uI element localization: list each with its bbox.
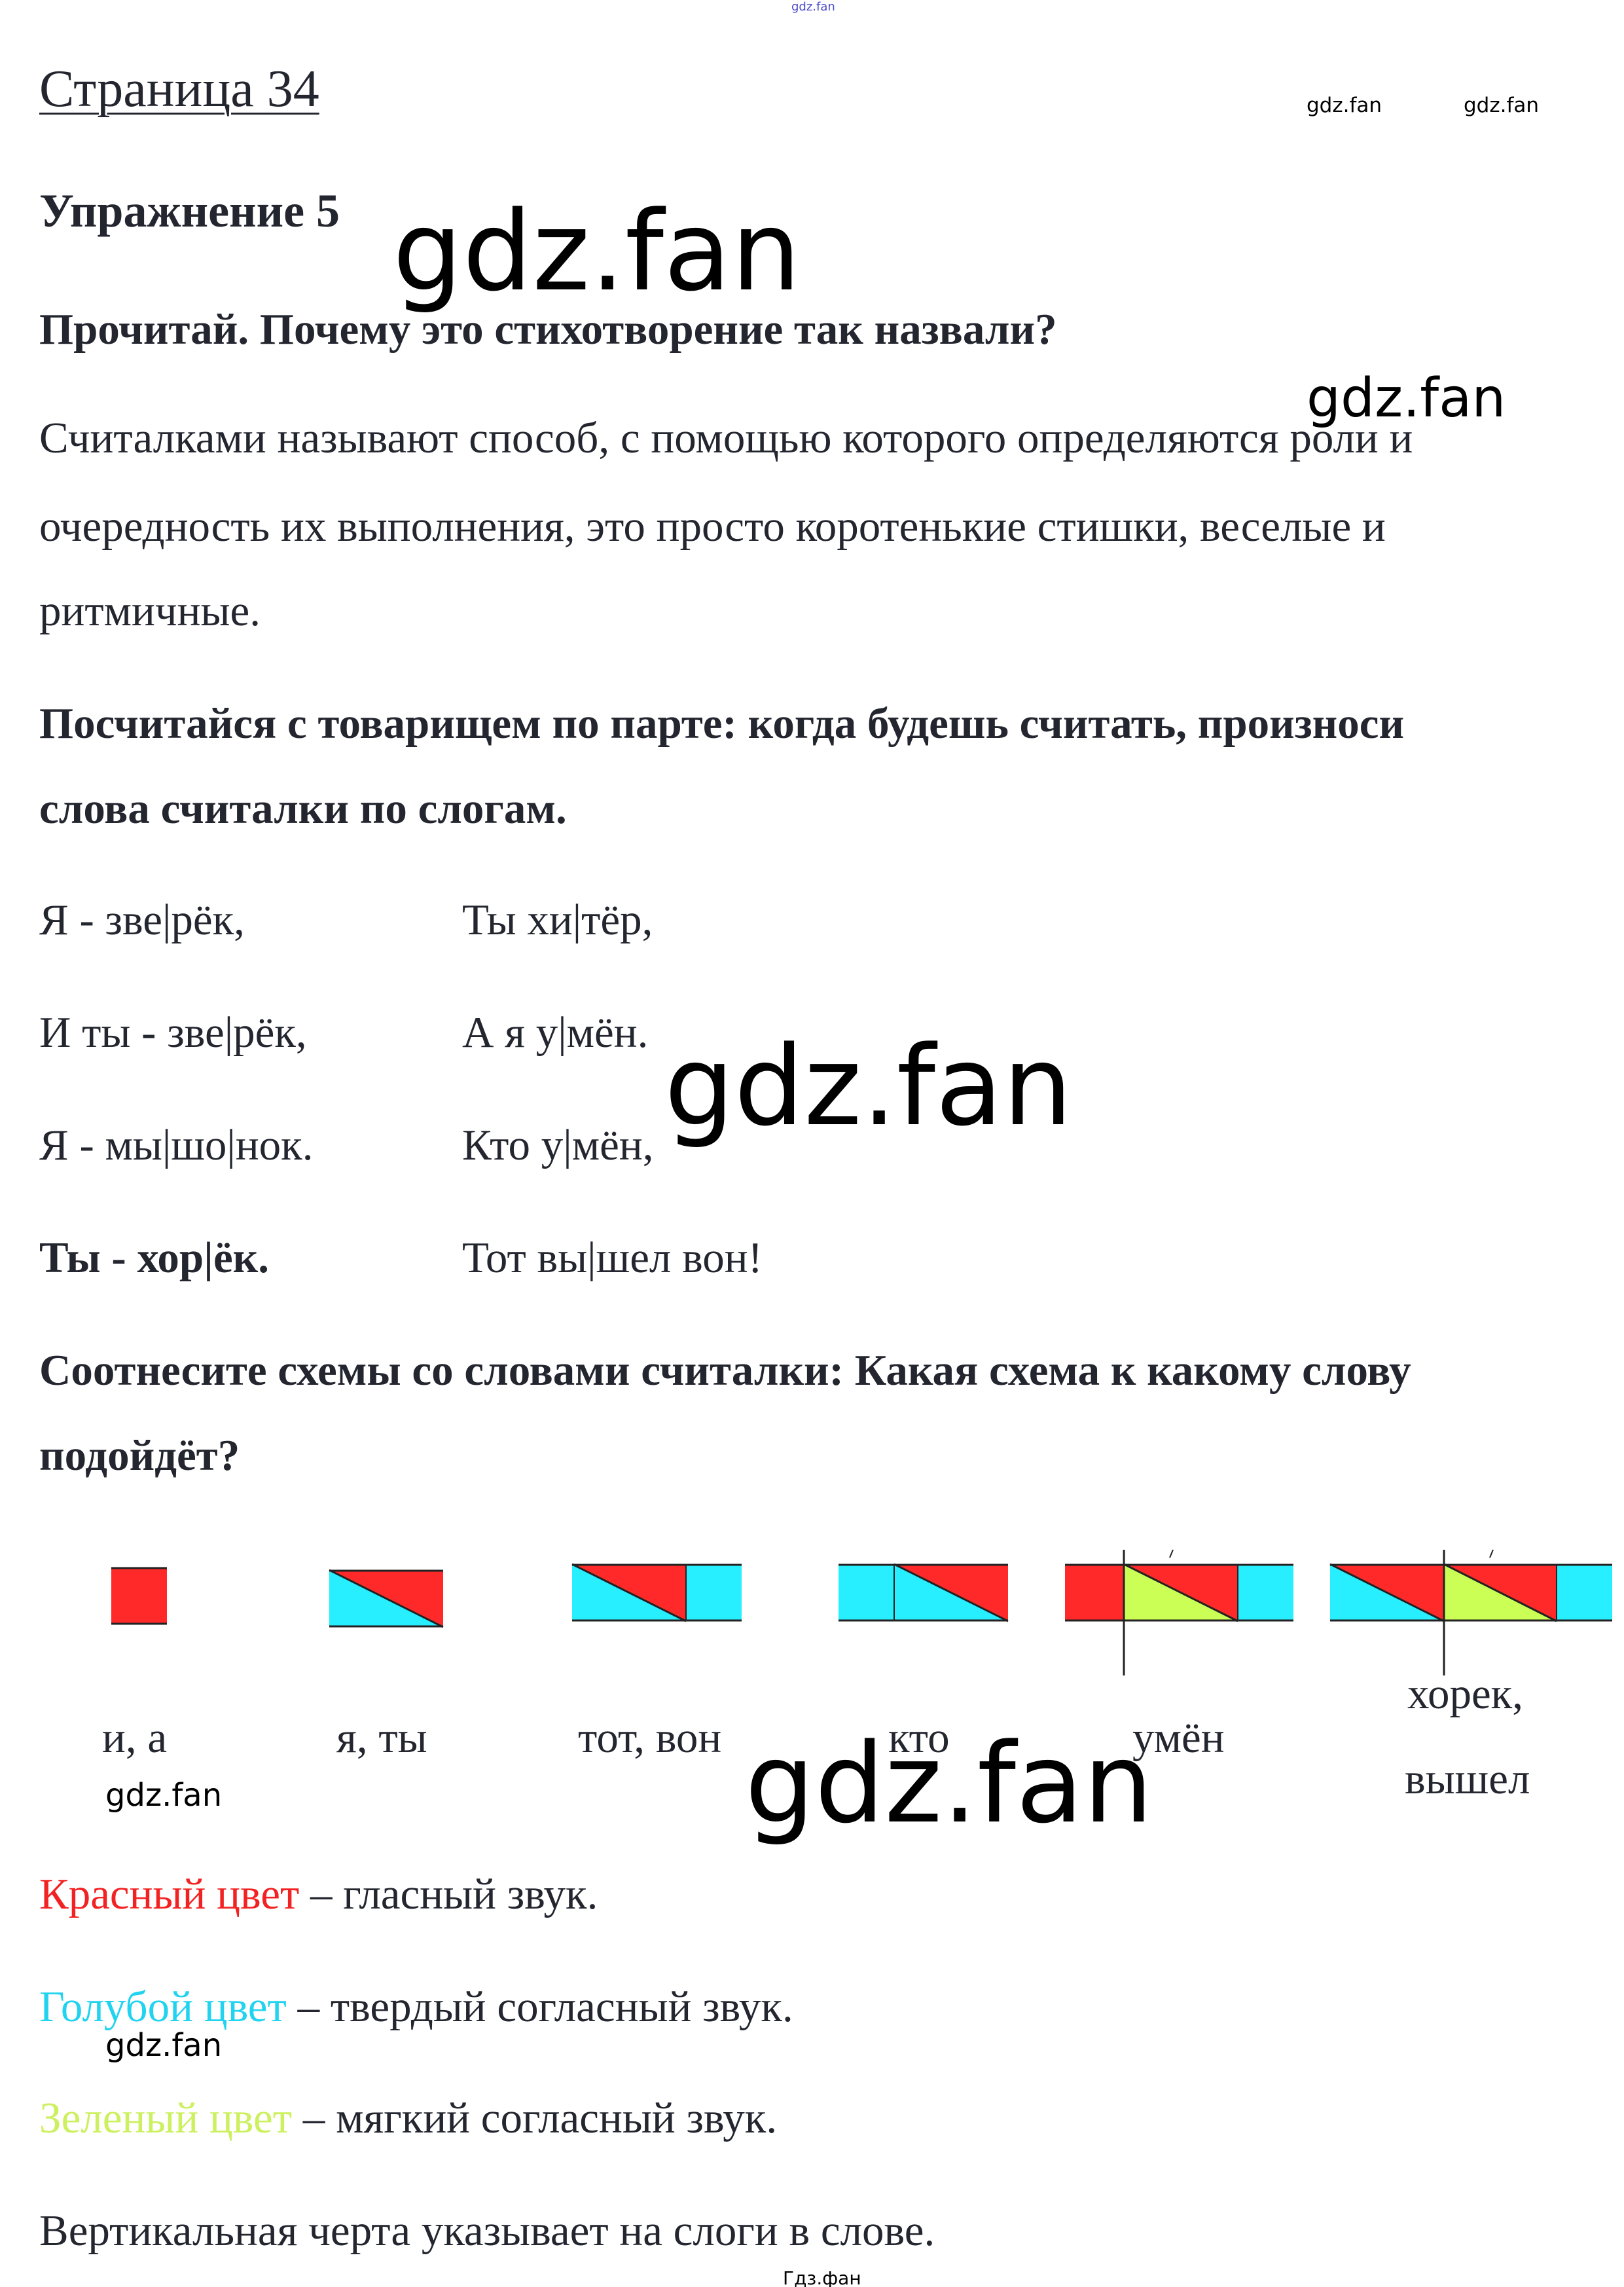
legend-term: Зеленый цвет: [39, 2094, 293, 2142]
scheme-cell: [1557, 1564, 1612, 1621]
stress-mark: [1169, 1549, 1174, 1558]
poem-line: Я - мы|шо|нок.: [39, 1121, 314, 1169]
scheme-3: [571, 1563, 742, 1622]
scheme-label: я, ты: [336, 1713, 427, 1762]
answer-line: Считалками называют способ, с помощью ко…: [39, 414, 1413, 462]
scheme-1: [111, 1567, 167, 1625]
scheme-4: [839, 1563, 1009, 1622]
task-count: слова считалки по слогам.: [39, 784, 567, 833]
poem-line: А я у|мён.: [462, 1008, 649, 1057]
scheme-cell: [839, 1564, 894, 1621]
legend-blue: Голубой цвет – твердый согласный звук.: [39, 1985, 793, 2029]
watermark-top: gdz.fan: [791, 0, 835, 14]
scheme-diagonal: [571, 1563, 687, 1622]
watermark: gdz.fan: [664, 1022, 1073, 1150]
watermark-bottom: Гдз.фан: [783, 2267, 861, 2287]
watermark: gdz.fan: [1464, 94, 1540, 117]
watermark: gdz.fan: [1307, 94, 1382, 117]
answer-line: очередность их выполнения, это просто ко…: [39, 502, 1386, 551]
task-count: Посчитайся с товарищем по парте: когда б…: [39, 699, 1405, 748]
watermark: gdz.fan: [105, 2027, 223, 2064]
legend-text: – твердый согласный звук.: [286, 1983, 793, 2031]
legend-term: Голубой цвет: [39, 1983, 287, 2031]
exercise-title: Упражнение 5: [39, 185, 340, 237]
scheme-diagonal: [1329, 1563, 1445, 1622]
scheme-label: кто: [888, 1713, 950, 1762]
note: Вертикальная черта указывает на слоги в …: [39, 2206, 935, 2255]
scheme-label: и, а: [102, 1713, 168, 1762]
page-title: Страница 34: [39, 60, 319, 118]
stress-mark: [1489, 1549, 1494, 1558]
scheme-label: хорек,: [1407, 1670, 1523, 1718]
poem-line: Я - зве|рёк,: [39, 896, 245, 944]
scheme-6: [1329, 1549, 1612, 1675]
poem-line: Кто у|мён,: [462, 1121, 654, 1169]
scheme-label: тот, вон: [578, 1713, 722, 1762]
scheme-diagonal: [893, 1563, 1009, 1622]
poem-line: Ты хи|тёр,: [462, 896, 653, 944]
watermark: gdz.fan: [105, 1777, 223, 1814]
poem-line: И ты - зве|рёк,: [39, 1008, 307, 1057]
watermark: gdz.fan: [745, 1719, 1153, 1848]
scheme-label: умён: [1132, 1713, 1225, 1762]
task-match: подойдёт?: [39, 1431, 240, 1480]
scheme-diagonal: [1123, 1563, 1238, 1622]
legend-red: Красный цвет – гласный звук.: [39, 1873, 598, 1916]
legend-green: Зеленый цвет – мягкий согласный звук.: [39, 2096, 777, 2140]
scheme-5: [1065, 1549, 1293, 1675]
answer-line: ритмичные.: [39, 587, 261, 635]
scheme-2: [329, 1569, 444, 1628]
task-match: Соотнесите схемы со словами считалки: Ка…: [39, 1346, 1411, 1395]
scheme-label: вышел: [1405, 1755, 1530, 1803]
legend-text: – гласный звук.: [299, 1870, 598, 1918]
legend-term: Красный цвет: [39, 1870, 300, 1918]
watermark: gdz.fan: [1307, 367, 1506, 430]
poem-line: Ты - хор|ёк.: [39, 1234, 270, 1282]
poem-line: Тот вы|шел вон!: [462, 1234, 763, 1282]
watermark: gdz.fan: [393, 187, 801, 316]
scheme-cell: [686, 1564, 742, 1621]
scheme-cell: [1065, 1564, 1124, 1621]
legend-text: – мягкий согласный звук.: [292, 2094, 778, 2142]
scheme-diagonal: [329, 1569, 444, 1628]
scheme-diagonal: [1443, 1563, 1557, 1622]
scheme-cell: [111, 1567, 167, 1624]
task-read: Прочитай. Почему это стихотворение так н…: [39, 305, 1057, 354]
scheme-cell: [1238, 1564, 1293, 1621]
